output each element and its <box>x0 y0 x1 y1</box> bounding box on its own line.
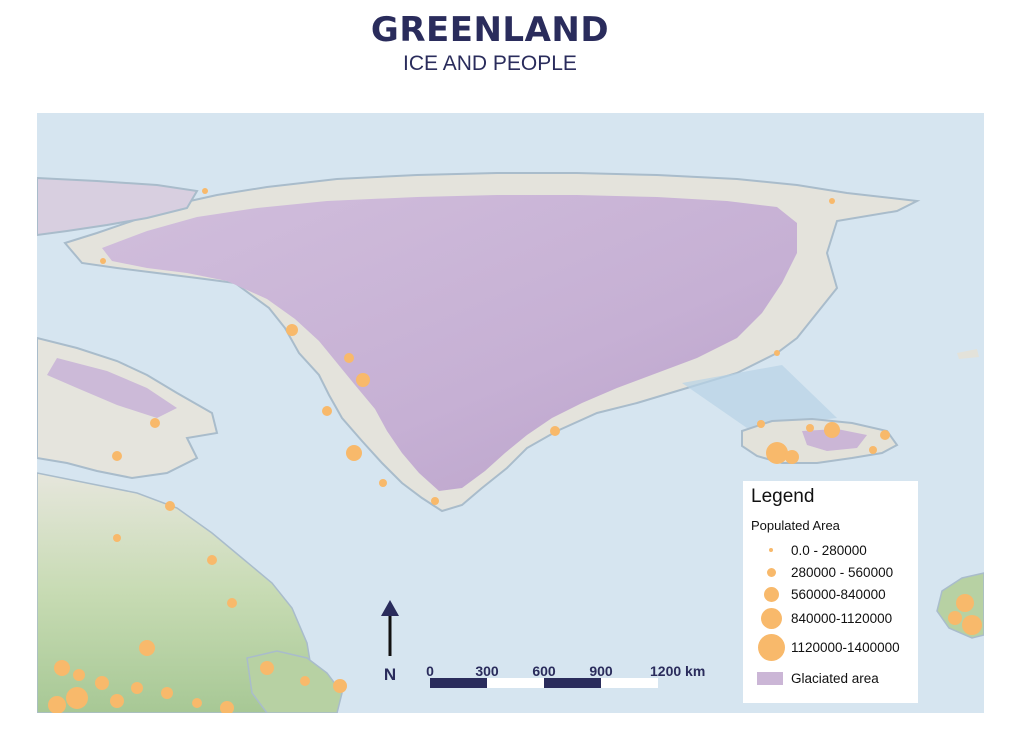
settlement-dot <box>110 694 124 708</box>
scale-tick-label: 300 <box>475 663 499 679</box>
ellesmere-island <box>37 176 199 237</box>
settlement-dot <box>550 426 560 436</box>
settlement-dot <box>112 451 122 461</box>
legend-class-row: 560000-840000 <box>751 583 910 605</box>
settlement-dot <box>227 598 237 608</box>
settlement-dot <box>869 446 877 454</box>
settlement-dot <box>379 479 387 487</box>
settlement-dot <box>150 418 160 428</box>
settlement-dot <box>757 420 765 428</box>
settlement-dot <box>962 615 982 635</box>
legend-dot <box>769 548 773 552</box>
legend: Legend Populated Area 0.0 - 280000 280000… <box>743 481 918 703</box>
legend-class-label: 0.0 - 280000 <box>791 542 867 558</box>
legend-class-row: 0.0 - 280000 <box>751 539 910 561</box>
settlement-dot <box>829 198 835 204</box>
settlement-dot <box>948 611 962 625</box>
legend-title: Legend <box>751 486 815 507</box>
iceland-highlight <box>682 365 837 428</box>
settlement-dot <box>824 422 840 438</box>
legend-class-label: 560000-840000 <box>791 586 886 602</box>
scale-bar: 0 300 600 900 1200 km <box>420 663 710 693</box>
settlement-dot <box>806 424 814 432</box>
north-arrow: N <box>375 598 405 685</box>
settlement-dot <box>165 501 175 511</box>
scale-tick-label: 1200 km <box>650 663 706 679</box>
greenland-ice-sheet <box>102 195 797 491</box>
settlement-dot <box>260 661 274 675</box>
settlement-dot <box>66 687 88 709</box>
settlement-dot <box>344 353 354 363</box>
legend-glacier-row: Glaciated area <box>751 667 910 689</box>
legend-glacier-label: Glaciated area <box>791 670 879 686</box>
iceland-ice <box>802 429 867 451</box>
settlement-dot <box>48 696 66 713</box>
settlement-dot <box>139 640 155 656</box>
legend-symbol <box>751 633 791 661</box>
small-island <box>957 349 979 359</box>
legend-dot <box>760 607 782 629</box>
legend-symbol <box>751 586 791 602</box>
settlement-dot <box>161 687 173 699</box>
settlement-dot <box>286 324 298 336</box>
scale-tick-label: 600 <box>532 663 556 679</box>
settlement-dots <box>48 188 982 713</box>
settlement-dot <box>192 698 202 708</box>
legend-class-label: 280000 - 560000 <box>791 564 894 580</box>
map-frame[interactable] <box>37 113 984 713</box>
legend-dot <box>757 633 785 661</box>
settlement-dot <box>300 676 310 686</box>
north-arrow-icon <box>381 600 399 656</box>
legend-dot <box>763 586 779 602</box>
legend-symbol <box>751 567 791 577</box>
settlement-dot <box>956 594 974 612</box>
glacier-swatch <box>757 671 783 685</box>
settlement-dot <box>202 188 208 194</box>
settlement-dot <box>73 669 85 681</box>
legend-dot <box>766 567 776 577</box>
legend-symbol <box>751 548 791 552</box>
legend-symbol <box>751 607 791 629</box>
map-canvas <box>37 172 984 713</box>
settlement-dot <box>95 676 109 690</box>
north-label: N <box>383 665 397 684</box>
settlement-dot <box>431 497 439 505</box>
scale-tick-label: 0 <box>426 663 434 679</box>
settlement-dot <box>220 701 234 713</box>
legend-class-label: 840000-1120000 <box>791 610 893 626</box>
legend-class-row: 840000-1120000 <box>751 605 910 631</box>
settlement-dot <box>322 406 332 416</box>
title-block: GREENLAND ICE AND PEOPLE <box>0 8 980 76</box>
settlement-dot <box>880 430 890 440</box>
settlement-dot <box>100 258 106 264</box>
legend-class-row: 1120000-1400000 <box>751 631 910 663</box>
settlement-dot <box>774 350 780 356</box>
map-title: GREENLAND <box>370 10 610 50</box>
map-subtitle: ICE AND PEOPLE <box>403 52 577 75</box>
settlement-dot <box>766 442 788 464</box>
settlement-dot <box>346 445 362 461</box>
scale-segment <box>487 678 544 688</box>
legend-subtitle: Populated Area <box>751 518 840 533</box>
settlement-dot <box>333 679 347 693</box>
legend-classes: 0.0 - 280000 280000 - 560000 560000-840000… <box>751 539 910 663</box>
baffin-ice <box>47 358 177 418</box>
legend-class-label: 1120000-1400000 <box>791 639 900 655</box>
scale-segment <box>601 678 658 688</box>
newfoundland <box>246 650 343 713</box>
settlement-dot <box>356 373 370 387</box>
settlement-dot <box>131 682 143 694</box>
scale-tick-label: 900 <box>589 663 613 679</box>
settlement-dot <box>113 534 121 542</box>
scale-segment <box>430 678 487 688</box>
settlement-dot <box>207 555 217 565</box>
settlement-dot <box>54 660 70 676</box>
legend-class-row: 280000 - 560000 <box>751 561 910 583</box>
scale-segment <box>544 678 601 688</box>
settlement-dot <box>785 450 799 464</box>
